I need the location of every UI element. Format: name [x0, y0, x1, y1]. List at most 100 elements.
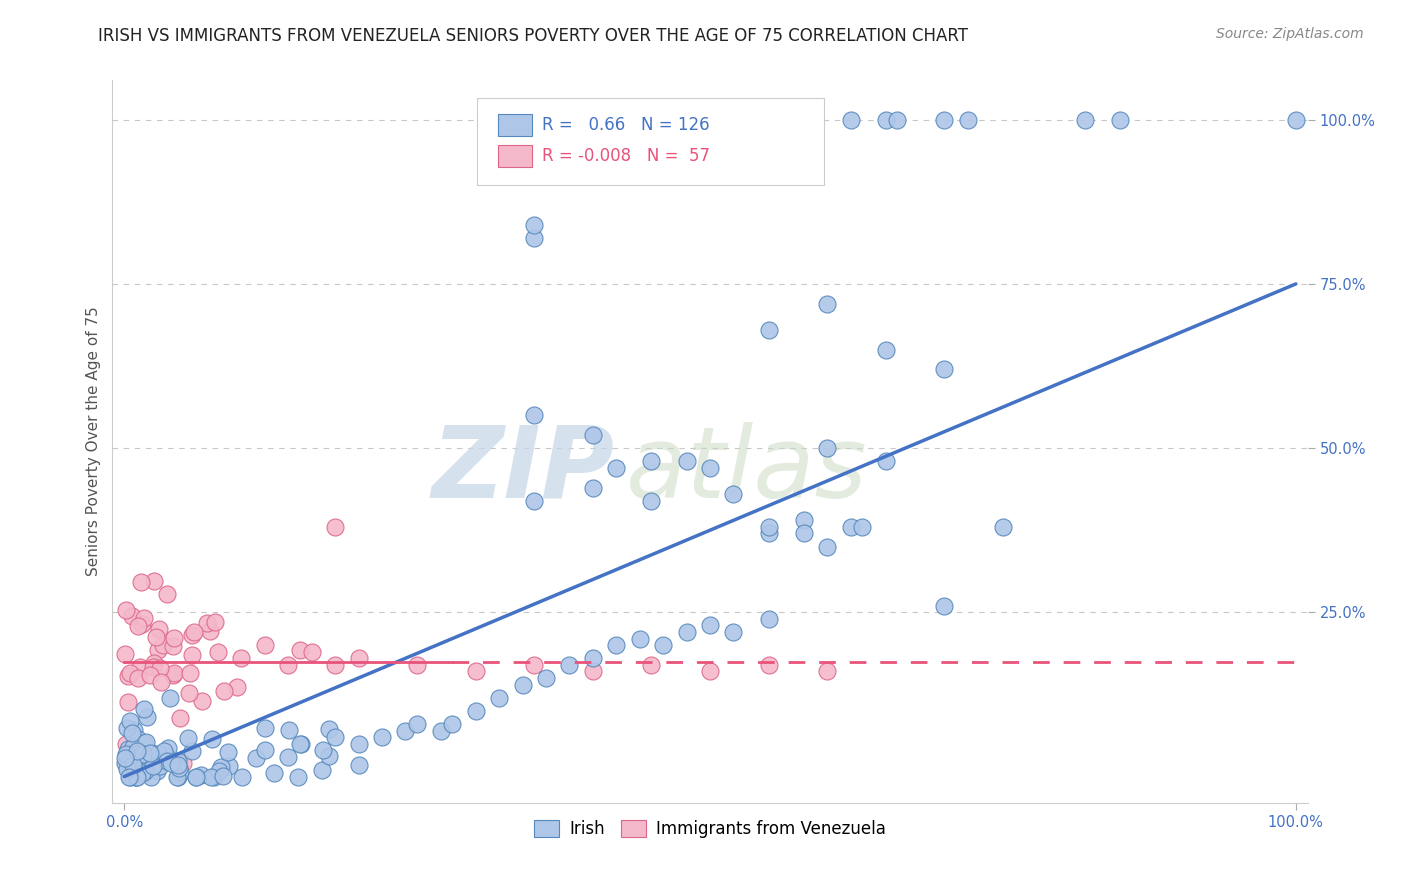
Point — [125, 770, 148, 784]
Point — [118, 770, 141, 784]
Point — [114, 756, 136, 770]
Point — [311, 763, 333, 777]
Point — [132, 611, 155, 625]
Point — [209, 760, 232, 774]
Point — [371, 730, 394, 744]
Point — [201, 731, 224, 746]
Point — [166, 770, 188, 784]
Point — [323, 730, 346, 744]
Point — [115, 762, 138, 776]
Point — [128, 660, 150, 674]
Point — [347, 758, 370, 772]
Point — [122, 757, 145, 772]
Point — [875, 112, 897, 127]
Point — [162, 668, 184, 682]
Point — [139, 747, 162, 761]
Y-axis label: Seniors Poverty Over the Age of 75: Seniors Poverty Over the Age of 75 — [86, 307, 101, 576]
Point — [129, 575, 152, 590]
Point — [155, 749, 177, 764]
Point — [875, 454, 897, 468]
Point — [288, 737, 311, 751]
Point — [1109, 112, 1132, 127]
Point — [191, 694, 214, 708]
Point — [934, 599, 956, 613]
Point — [582, 665, 605, 679]
Point — [318, 749, 340, 764]
Legend: Irish, Immigrants from Venezuela: Irish, Immigrants from Venezuela — [527, 814, 893, 845]
Point — [114, 603, 136, 617]
Point — [1285, 112, 1308, 127]
Point — [169, 711, 191, 725]
Point — [186, 770, 208, 784]
Point — [323, 520, 346, 534]
Point — [142, 660, 165, 674]
Point — [758, 657, 780, 672]
Point — [886, 112, 908, 127]
Point — [723, 625, 745, 640]
Point — [181, 648, 204, 663]
Point — [190, 768, 212, 782]
Point — [166, 757, 188, 772]
Point — [121, 726, 143, 740]
Point — [122, 723, 145, 737]
Point — [163, 666, 186, 681]
Point — [125, 756, 148, 770]
Point — [131, 766, 153, 780]
Point — [582, 651, 605, 665]
Point — [139, 668, 162, 682]
Point — [488, 690, 510, 705]
Point — [429, 723, 451, 738]
Point — [115, 747, 138, 761]
Point — [605, 460, 627, 475]
Point — [288, 643, 311, 657]
Point — [217, 746, 239, 760]
Point — [131, 616, 153, 631]
Point — [115, 721, 138, 735]
Text: Source: ZipAtlas.com: Source: ZipAtlas.com — [1216, 27, 1364, 41]
Point — [793, 513, 815, 527]
Point — [253, 638, 276, 652]
Point — [214, 684, 236, 698]
Point — [156, 587, 179, 601]
Point — [640, 657, 662, 672]
Point — [134, 736, 156, 750]
Point — [699, 618, 721, 632]
Point — [464, 704, 486, 718]
Point — [277, 749, 299, 764]
Point — [534, 671, 557, 685]
Point — [117, 669, 139, 683]
Point — [758, 612, 780, 626]
Point — [156, 740, 179, 755]
Point — [142, 759, 165, 773]
Point — [132, 747, 155, 761]
Point — [253, 743, 276, 757]
Point — [172, 756, 194, 771]
Point — [605, 638, 627, 652]
Point — [177, 731, 200, 745]
Point — [875, 343, 897, 357]
Point — [145, 630, 167, 644]
Point — [245, 750, 267, 764]
Point — [231, 770, 253, 784]
Text: IRISH VS IMMIGRANTS FROM VENEZUELA SENIORS POVERTY OVER THE AGE OF 75 CORRELATIO: IRISH VS IMMIGRANTS FROM VENEZUELA SENIO… — [98, 27, 969, 45]
Point — [406, 717, 429, 731]
Point — [121, 609, 143, 624]
Point — [212, 769, 235, 783]
Point — [318, 722, 340, 736]
Point — [287, 770, 309, 784]
Point — [183, 625, 205, 640]
Point — [277, 657, 299, 672]
Point — [312, 743, 335, 757]
Point — [125, 770, 148, 784]
Point — [166, 770, 188, 784]
Point — [184, 770, 207, 784]
Point — [122, 739, 145, 754]
Point — [675, 454, 697, 468]
Point — [523, 657, 546, 672]
Point — [699, 460, 721, 475]
Point — [758, 526, 780, 541]
Point — [406, 657, 429, 672]
Text: R = -0.008   N =  57: R = -0.008 N = 57 — [541, 147, 710, 165]
Point — [991, 520, 1014, 534]
Point — [127, 619, 149, 633]
